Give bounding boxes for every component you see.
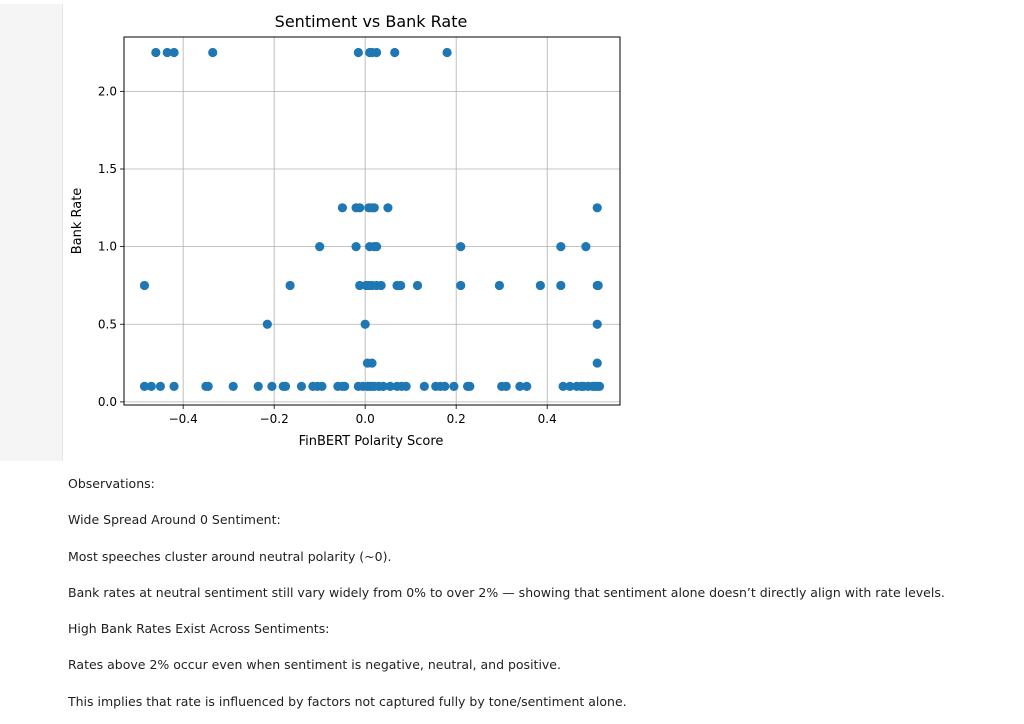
x-tick-label: 0.2 (447, 412, 466, 426)
observations-heading: Observations: (68, 476, 155, 491)
y-tick-label: 1.5 (98, 162, 117, 176)
scatter-point (169, 47, 179, 58)
scatter-point (390, 47, 400, 58)
scatter-point (396, 280, 406, 291)
scatter-point (522, 381, 532, 391)
scatter-point (383, 203, 393, 213)
grid (124, 37, 620, 405)
scatter-point (367, 358, 377, 368)
scatter-point (456, 242, 466, 252)
scatter-point (369, 203, 379, 213)
scatter-point (146, 381, 156, 391)
scatter-point (581, 242, 591, 252)
scatter-point (253, 381, 263, 391)
scatter-point (378, 381, 388, 391)
scatter-point (355, 203, 365, 213)
scatter-point (262, 319, 272, 329)
scatter-point (565, 381, 575, 391)
scatter-point (351, 242, 361, 252)
scatter-point (401, 381, 411, 391)
observation-text-1b: Bank rates at neutral sentiment still va… (68, 584, 945, 600)
ticks: −0.4 −0.2 0.0 0.2 0.4 0.0 0.5 1.0 1.5 2.0 (98, 84, 557, 426)
scatter-point (449, 381, 459, 391)
scatter-point (337, 203, 348, 213)
scatter-point (419, 381, 429, 391)
scatter-point (360, 319, 370, 329)
y-tick-label: 2.0 (98, 84, 117, 98)
scatter-point (515, 381, 525, 391)
y-tick-label: 0.0 (98, 395, 117, 409)
scatter-point (139, 381, 150, 391)
observation-text-2a: Rates above 2% occur even when sentiment… (68, 657, 561, 673)
x-tick-label: 0.0 (356, 412, 375, 426)
scatter-point (593, 280, 603, 291)
x-axis-label: FinBERT Polarity Score (299, 434, 444, 449)
plot-frame (123, 36, 621, 406)
scatter-point (385, 381, 395, 391)
scatter-point (208, 47, 218, 58)
x-tick-label: −0.2 (260, 412, 289, 426)
scatter-point (203, 381, 213, 391)
scatter-point (592, 319, 602, 329)
scatter-point (594, 381, 605, 391)
scatter-point (465, 381, 475, 391)
scatter-point (315, 242, 325, 252)
scatter-point (151, 47, 161, 58)
scatter-point (440, 381, 450, 391)
scatter-point (494, 280, 505, 291)
scatter-point (317, 381, 327, 391)
scatter-chart: Sentiment vs Bank Rate −0.4 −0.2 0.0 0.2 0.4… (70, 12, 621, 449)
scatter-point (592, 358, 602, 368)
x-tick-label: 0.4 (538, 412, 557, 426)
scatter-point (371, 242, 382, 252)
y-tick-label: 1.0 (98, 240, 117, 254)
scatter-point (353, 47, 363, 58)
observation-text-1a: Most speeches cluster around neutral pol… (68, 548, 392, 564)
scatter-point (162, 47, 172, 58)
y-axis-label: Bank Rate (70, 188, 85, 255)
scatter-point (228, 381, 238, 391)
scatter-point (285, 280, 295, 291)
scatter-point (371, 47, 382, 58)
scatter-point (296, 381, 307, 391)
scatter-point (412, 280, 423, 291)
scatter-point (456, 280, 466, 291)
observations-text: Observations: Wide Spread Around 0 Senti… (68, 468, 1008, 722)
scatter-point (169, 381, 179, 391)
scatter-point (355, 280, 365, 291)
scatter-point (280, 381, 291, 391)
cell-output-gutter (0, 4, 63, 461)
scatter-point (442, 47, 452, 58)
y-tick-label: 0.5 (98, 317, 117, 331)
x-tick-label: −0.4 (169, 412, 198, 426)
scatter-point (501, 381, 511, 391)
scatter-point (139, 280, 150, 291)
scatter-point (592, 203, 602, 213)
scatter-point (535, 280, 545, 291)
observation-text-2b: This implies that rate is influenced by … (68, 693, 627, 709)
scatter-point (267, 381, 277, 391)
scatter-point (376, 280, 386, 291)
observation-title-2: High Bank Rates Exist Across Sentiments: (68, 621, 330, 637)
observation-title-1: Wide Spread Around 0 Sentiment: (68, 512, 281, 528)
scatter-point (155, 381, 166, 391)
points (139, 47, 605, 391)
scatter-point (556, 280, 566, 291)
scatter-point (556, 242, 566, 252)
scatter-point (340, 381, 350, 391)
chart-title: Sentiment vs Bank Rate (275, 12, 468, 31)
scatter-point (558, 381, 568, 391)
